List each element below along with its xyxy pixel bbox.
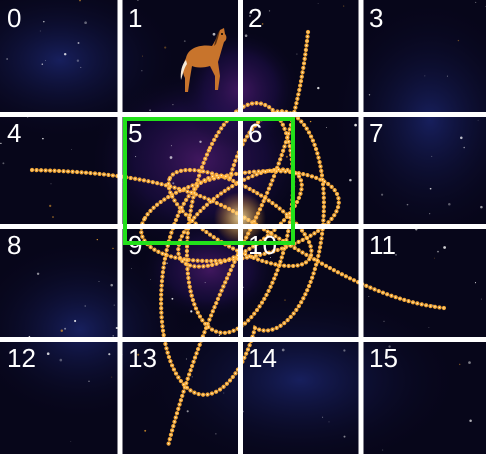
grid-cell-13[interactable]: 13 xyxy=(123,342,238,452)
grid-cell-0[interactable]: 0 xyxy=(2,2,118,112)
grid-cell-6[interactable]: 6 xyxy=(243,117,358,224)
grid-cell-5[interactable]: 5 xyxy=(123,117,238,224)
cell-number: 1 xyxy=(128,3,143,33)
grid-cell-14[interactable]: 14 xyxy=(243,342,358,452)
cell-number: 7 xyxy=(369,118,384,148)
cell-number: 3 xyxy=(369,3,384,33)
cell-number: 0 xyxy=(7,3,22,33)
cell-number: 6 xyxy=(248,118,263,148)
grid-cell-10[interactable]: 10 xyxy=(243,229,358,337)
grid-cell-11[interactable]: 11 xyxy=(364,229,482,337)
cell-number: 9 xyxy=(128,230,143,260)
grid-cell-2[interactable]: 2 xyxy=(243,2,358,112)
cell-number: 12 xyxy=(7,343,36,373)
grid-cell-3[interactable]: 3 xyxy=(364,2,482,112)
cell-number: 4 xyxy=(7,118,22,148)
cell-number: 10 xyxy=(248,230,277,260)
cell-number: 11 xyxy=(369,230,396,260)
grid-cell-12[interactable]: 12 xyxy=(2,342,118,452)
cell-number: 2 xyxy=(248,3,263,33)
grid-cell-4[interactable]: 4 xyxy=(2,117,118,224)
grid-cell-9[interactable]: 9 xyxy=(123,229,238,337)
cell-number: 14 xyxy=(248,343,277,373)
cell-number: 15 xyxy=(369,343,398,373)
cell-number: 8 xyxy=(7,230,22,260)
grid-cell-7[interactable]: 7 xyxy=(364,117,482,224)
grid-cell-8[interactable]: 8 xyxy=(2,229,118,337)
grid-cell-1[interactable]: 1 xyxy=(123,2,238,112)
cell-number: 5 xyxy=(128,118,143,148)
horse-icon xyxy=(180,28,227,92)
grid-cell-15[interactable]: 15 xyxy=(364,342,482,452)
cell-number: 13 xyxy=(128,343,157,373)
